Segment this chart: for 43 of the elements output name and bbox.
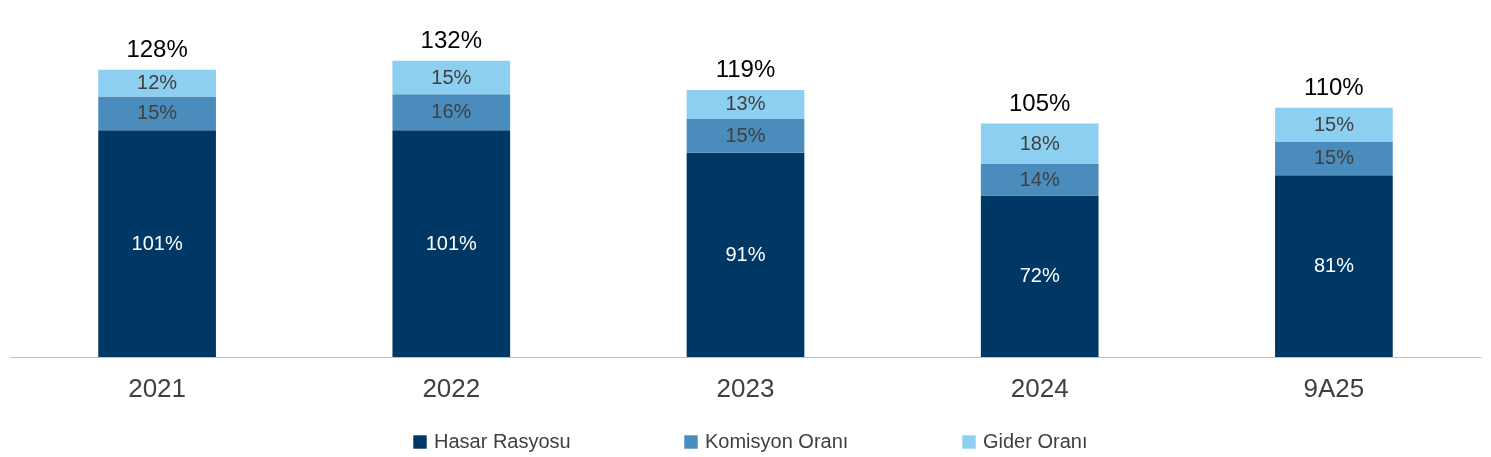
data-label: 91% [725, 242, 766, 265]
total-label: 105% [1009, 88, 1071, 116]
data-label: 81% [1313, 254, 1355, 277]
total-label: 110% [1304, 72, 1364, 100]
data-label: 15% [725, 123, 766, 146]
data-label: 15% [137, 101, 178, 124]
x-tick-label: 2023 [716, 372, 775, 403]
x-tick-label: 2021 [128, 372, 187, 403]
bar [1275, 141, 1393, 176]
bar [98, 96, 216, 131]
total-label: 132% [420, 25, 482, 53]
bar [980, 195, 1099, 357]
bar [686, 152, 805, 357]
data-label: 13% [725, 92, 766, 115]
data-label: 16% [431, 100, 472, 123]
legend-label: Gider Oranı [983, 430, 1088, 452]
legend-label: Hasar Rasyosu [434, 430, 571, 452]
bar [98, 130, 216, 357]
bar [392, 94, 511, 131]
x-tick-label: 9A25 [1303, 372, 1365, 403]
data-label: 12% [137, 71, 178, 94]
bar [98, 69, 216, 97]
data-label: 101% [425, 231, 478, 254]
data-label: 15% [1313, 146, 1355, 169]
data-label: 15% [1313, 112, 1355, 135]
data-label: 15% [431, 65, 472, 88]
bar [980, 123, 1099, 164]
bar [392, 130, 511, 357]
bar [980, 163, 1099, 196]
data-label: 101% [131, 231, 183, 254]
bar [1275, 175, 1393, 357]
total-label: 128% [126, 34, 188, 62]
bar [686, 119, 805, 153]
bar [1275, 107, 1393, 142]
data-label: 72% [1019, 264, 1060, 287]
bar [392, 60, 511, 95]
total-label: 119% [715, 54, 776, 82]
x-tick-label: 2022 [422, 372, 481, 403]
legend-label: Komisyon Oranı [705, 430, 849, 452]
bar [686, 89, 805, 120]
data-label: 14% [1019, 167, 1060, 190]
data-label: 18% [1019, 131, 1060, 154]
x-tick-label: 2024 [1010, 372, 1069, 403]
